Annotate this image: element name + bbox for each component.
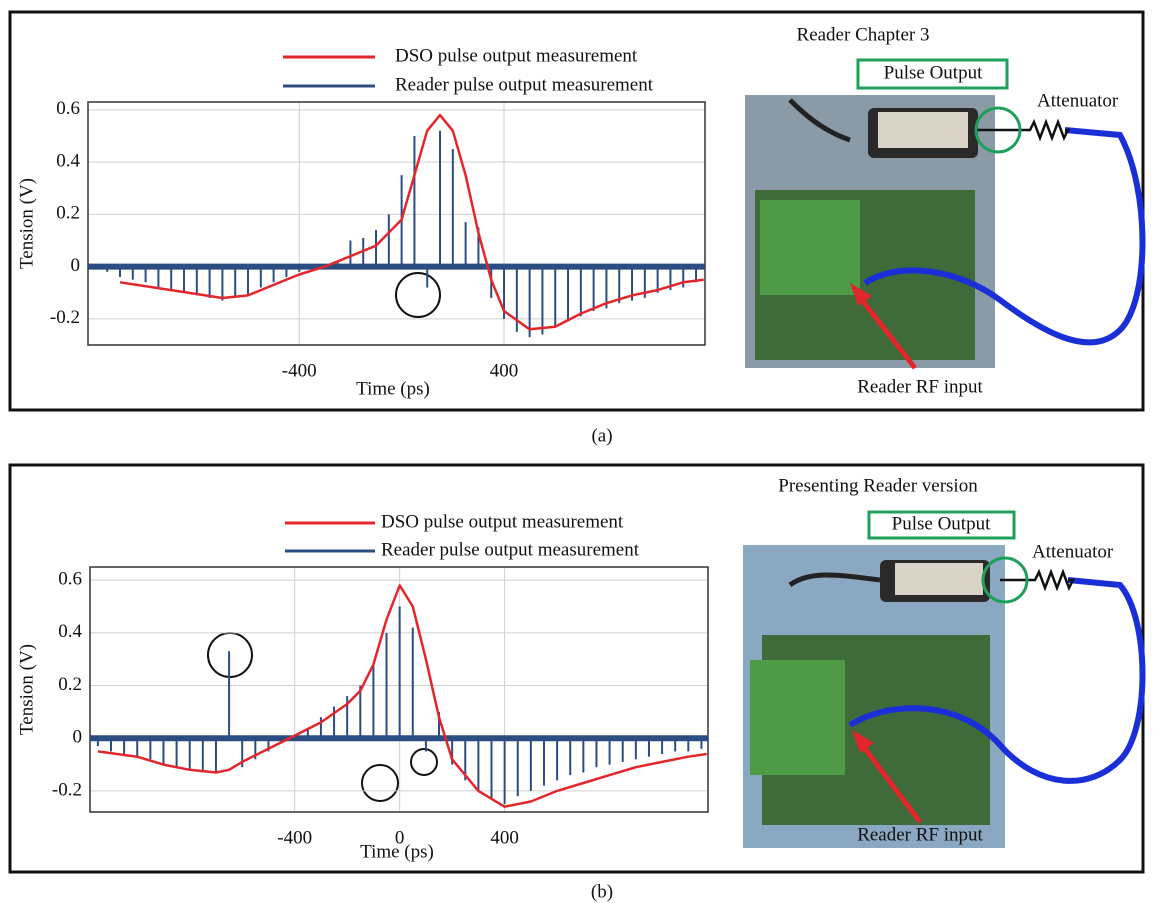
y-tick-label: 0.6 [58,569,82,590]
y-tick-label: 0.2 [56,203,80,224]
plot-frame [87,101,706,346]
x-tick-label: -400 [282,360,317,381]
y-tick-label: 0.6 [56,98,80,119]
legend-label: DSO pulse output measurement [395,45,638,66]
series-line [119,113,704,331]
annotation: Reader RF input [857,824,983,845]
y-axis-label: Tension (V) [16,178,37,269]
y-tick-label: 0 [71,255,81,276]
photo [745,58,1146,370]
caption: (a) [591,425,612,446]
highlight-circles [207,272,441,802]
legend-label: Reader pulse output measurement [381,539,640,560]
plot-frame [89,566,709,813]
caption: (b) [591,881,613,902]
y-axis-label: Tension (V) [16,644,37,735]
photo [743,510,1146,848]
y-tick-label: -0.2 [50,307,80,328]
y-tick-label: 0.4 [56,150,80,171]
y-tick-label: -0.2 [52,779,82,800]
y-tick-label: 0 [73,727,83,748]
annotation: Pulse Output [892,513,991,534]
legend-label: Reader pulse output measurement [395,74,654,95]
x-tick-label: 400 [490,360,519,381]
annotation: Reader RF input [857,376,983,397]
annotation: Reader Chapter 3 [797,24,930,45]
legend-label: DSO pulse output measurement [381,511,624,532]
y-tick-label: 0.2 [58,674,82,695]
annotation: Pulse Output [884,62,983,83]
series-line [97,584,707,808]
x-tick-label: -400 [277,827,312,848]
annotation: Attenuator [1032,541,1114,562]
x-tick-label: 0 [395,827,405,848]
x-axis-label: Time (ps) [356,378,430,399]
x-axis-label: Time (ps) [360,841,434,862]
annotation: Presenting Reader version [778,475,978,496]
y-tick-label: 0.4 [58,621,82,642]
x-tick-label: 400 [490,827,519,848]
annotation: Attenuator [1037,90,1119,111]
